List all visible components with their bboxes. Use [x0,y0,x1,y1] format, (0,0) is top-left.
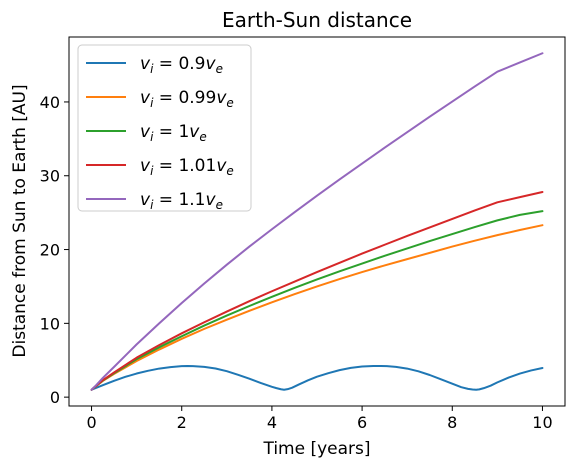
y-tick-label: 40 [40,93,60,112]
series-line-2 [90,224,544,391]
legend-label-3: vi = 1ve [140,122,207,144]
y-axis-title: Distance from Sun to Earth [AU] [10,84,30,357]
legend-label-2: vi = 0.99ve [140,88,234,110]
x-tick-label: 10 [532,413,552,432]
y-tick-label: 20 [40,241,60,260]
legend-label-5: vi = 1.1ve [140,190,223,212]
x-tick-label: 2 [177,413,187,432]
series-line-4 [90,190,544,391]
series-line-5 [90,52,544,391]
x-tick-label: 8 [447,413,457,432]
legend-label-4: vi = 1.01ve [140,156,234,178]
y-tick-label: 30 [40,167,60,186]
legend-box [77,44,252,212]
series-line-3 [90,210,544,391]
x-tick-label: 0 [86,413,96,432]
x-tick-label: 4 [267,413,277,432]
legend-label-1: vi = 0.9ve [140,54,223,76]
series-line-1 [90,365,544,391]
chart-title: Earth-Sun distance [222,8,412,32]
plot-area-frame [68,36,566,407]
legend: vi = 0.9ve vi = 0.99ve vi = 1ve vi = 1.01ve… [77,44,252,212]
y-tick-label: 0 [50,388,60,407]
x-tick-label: 6 [357,413,367,432]
y-tick-label: 10 [40,314,60,333]
x-axis-title: Time [years] [262,439,370,459]
